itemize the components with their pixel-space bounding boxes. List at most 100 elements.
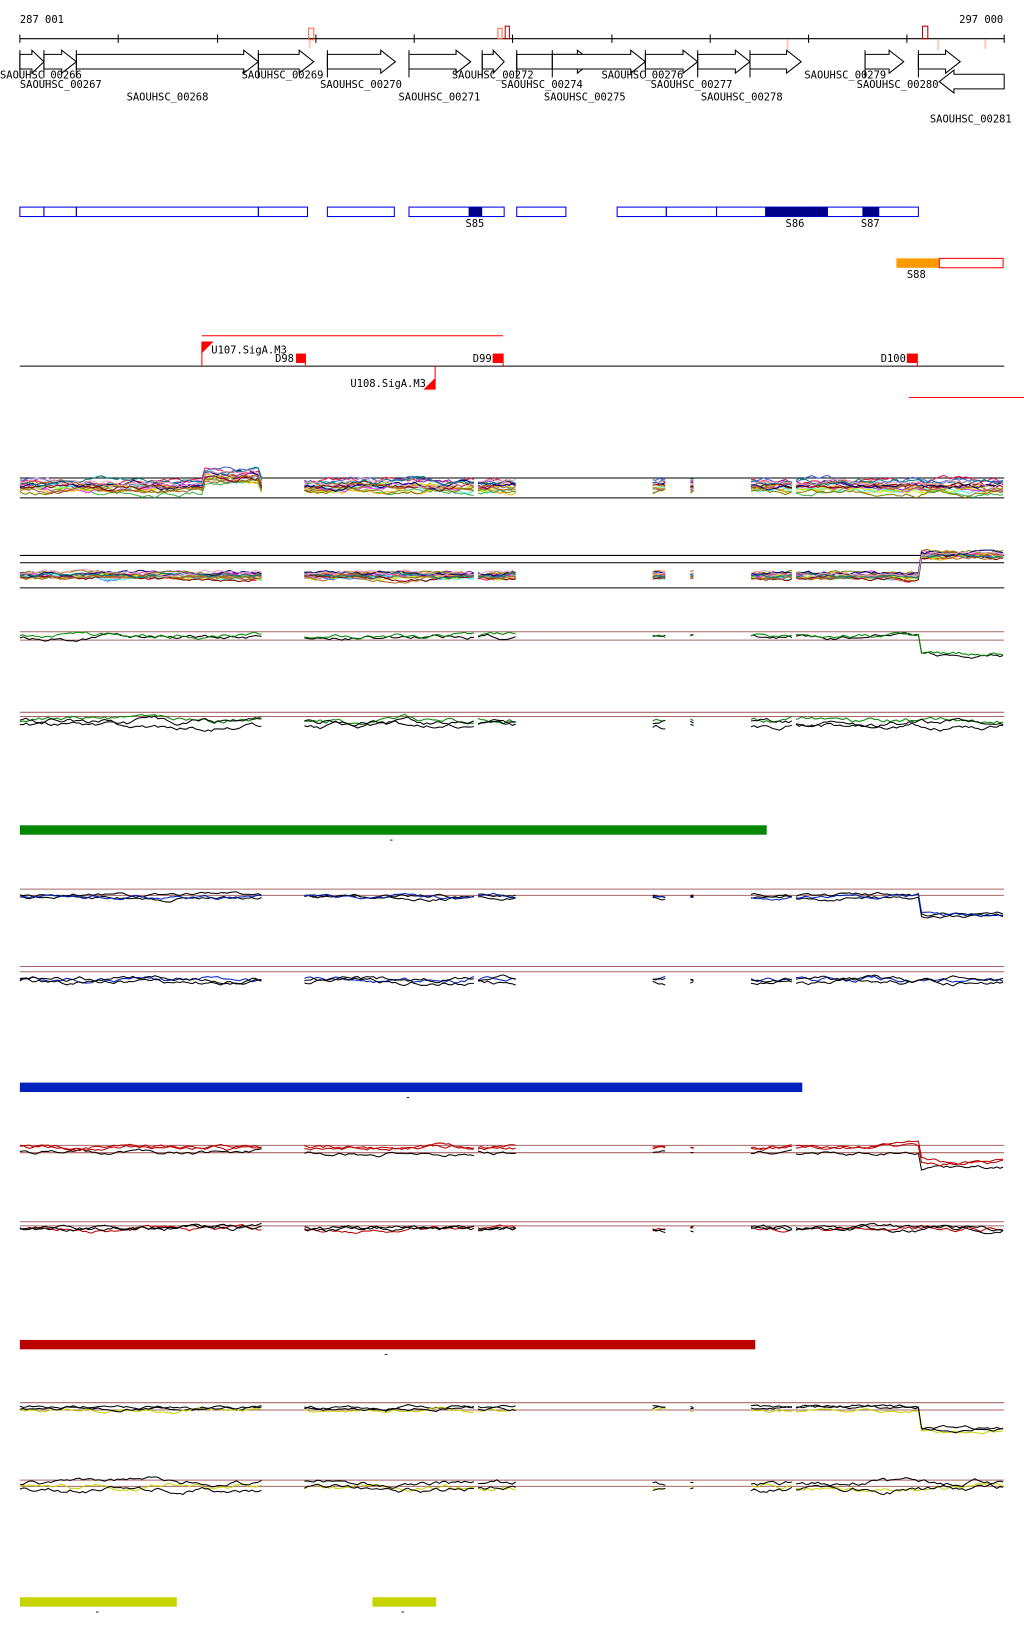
expression-trace <box>477 488 516 494</box>
gene-arrow-saouhsc_00270 <box>326 49 397 75</box>
condition-bar-3b <box>372 1597 437 1607</box>
expression-trace <box>477 480 516 485</box>
expression-trace <box>750 488 793 496</box>
promoter-u107-flag <box>201 341 214 367</box>
expression-trace <box>750 724 792 731</box>
condition-bar-3a <box>19 1597 177 1607</box>
gene-label: SAOUHSC_00277 <box>651 79 733 91</box>
expression-trace <box>751 1149 792 1155</box>
gene-arrow-saouhsc_00268 <box>75 49 260 75</box>
ruler-start-label: 287 001 <box>20 14 64 26</box>
gene-label: SAOUHSC_00269 <box>242 69 324 81</box>
expression-trace <box>750 979 792 983</box>
gene-arrow-saouhsc_00277 <box>697 49 751 75</box>
expression-trace <box>652 1150 666 1153</box>
probe-marker <box>984 39 987 50</box>
expression-trace <box>690 484 694 487</box>
expression-trace <box>477 893 516 897</box>
expression-trace <box>750 1145 792 1151</box>
expression-trace <box>750 1226 793 1232</box>
expression-trace <box>477 1146 516 1151</box>
condition-label-blue: - <box>405 1091 411 1103</box>
segment-box <box>257 206 309 218</box>
expression-trace <box>750 1486 793 1493</box>
segment-label-s88: S88 <box>907 269 926 281</box>
expression-trace <box>795 977 1004 987</box>
expression-trace <box>750 484 793 491</box>
gene-label: SAOUHSC_00266 <box>0 69 82 81</box>
expression-trace <box>477 482 516 487</box>
gene-arrow-saouhsc_00267 <box>43 49 78 75</box>
expression-trace <box>477 976 516 982</box>
segment-box <box>75 206 259 218</box>
expression-trace <box>19 632 262 642</box>
expression-trace <box>690 978 694 981</box>
segment-s88-box <box>938 257 1004 269</box>
expression-trace <box>652 575 666 579</box>
expression-trace <box>652 896 666 901</box>
expression-trace <box>690 1405 694 1409</box>
expression-trace <box>690 723 694 727</box>
expression-trace <box>19 466 263 487</box>
expression-trace <box>304 1224 475 1233</box>
expression-trace <box>795 1151 1004 1171</box>
expression-trace <box>304 485 474 495</box>
expression-trace <box>795 1477 1004 1488</box>
expression-trace <box>690 1487 694 1490</box>
gene-label: SAOUHSC_00276 <box>601 69 683 81</box>
expression-trace <box>19 975 262 985</box>
segment-box-highlight <box>765 207 828 217</box>
expression-trace <box>19 1485 262 1496</box>
probe-marker <box>308 27 315 41</box>
expression-trace <box>795 1404 1004 1434</box>
expression-trace <box>690 488 694 492</box>
segment-box <box>826 206 864 218</box>
expression-trace <box>652 487 666 490</box>
segment-s88-fill <box>896 258 940 268</box>
expression-trace <box>19 1482 262 1492</box>
condition-label-red: - <box>383 1349 389 1361</box>
expression-trace <box>652 574 666 577</box>
expression-trace <box>478 1226 516 1232</box>
gene-arrow-saouhsc_00271 <box>408 49 472 75</box>
segment-box-highlight <box>468 207 483 217</box>
gene-label: SAOUHSC_00270 <box>320 79 402 91</box>
expression-trace <box>690 981 694 984</box>
expression-trace <box>652 572 666 575</box>
expression-trace <box>750 977 792 986</box>
gene-label: SAOUHSC_00272 <box>452 69 534 81</box>
expression-trace <box>19 1476 262 1488</box>
probe-marker <box>786 39 789 51</box>
probe-marker <box>308 39 311 49</box>
expression-trace <box>795 717 1004 729</box>
expression-trace <box>477 719 516 725</box>
feature-label-u107: U107.SigA.M3 <box>211 345 287 357</box>
expression-trace <box>304 1142 474 1152</box>
expression-trace <box>19 976 262 984</box>
expression-trace <box>304 1406 474 1414</box>
expression-trace <box>690 577 694 580</box>
expression-trace <box>19 477 262 496</box>
gene-arrow-saouhsc_00275 <box>551 49 647 75</box>
expression-trace <box>750 896 792 901</box>
expression-trace <box>690 569 694 573</box>
expression-trace <box>304 483 474 493</box>
condition-label-green: - <box>388 834 394 846</box>
expression-trace <box>690 1410 694 1413</box>
expression-trace <box>304 892 474 900</box>
expression-trace <box>304 475 474 486</box>
gene-label: SAOUHSC_00280 <box>857 79 939 91</box>
expression-trace <box>750 569 793 576</box>
expression-trace <box>795 975 1004 983</box>
expression-trace <box>750 576 793 580</box>
expression-trace <box>750 480 792 485</box>
expression-trace <box>795 488 1004 499</box>
expression-trace <box>478 1479 516 1485</box>
expression-trace <box>477 570 516 575</box>
expression-trace <box>690 718 694 721</box>
gene-label: SAOUHSC_00278 <box>701 91 783 103</box>
expression-trace <box>690 490 694 494</box>
segment-box <box>878 206 919 218</box>
terminator-box <box>906 353 918 363</box>
